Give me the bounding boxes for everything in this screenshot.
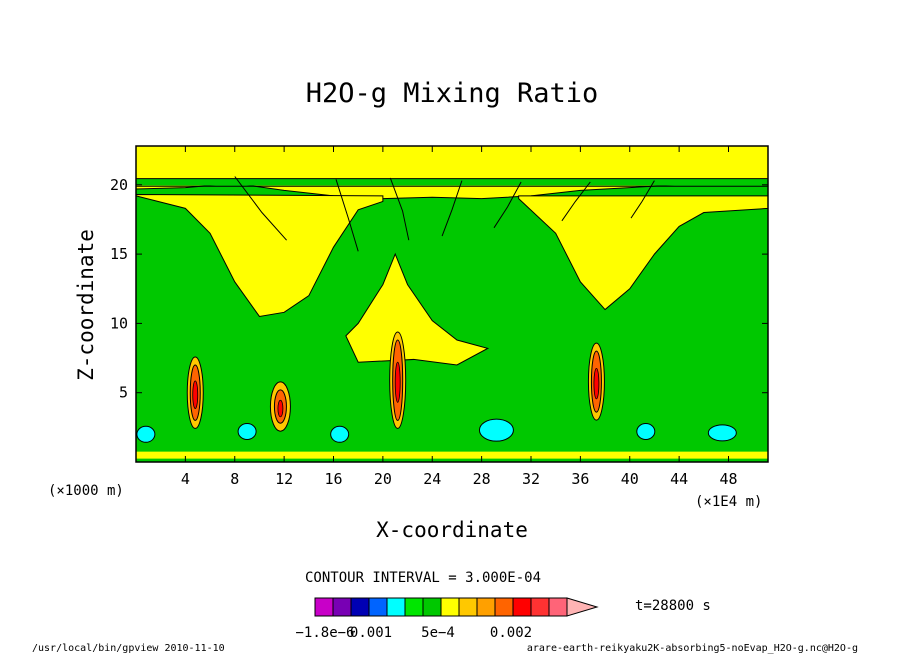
x-tick-label-16: 16 [324,470,342,488]
series-cyan-patch-1 [136,425,156,443]
colorbar-swatch-4 [368,597,388,617]
series-streak-7 [630,180,655,219]
y-ticks: 5 10 15 20 [110,176,768,402]
colorbar-labels: −1.8e−60.001 5e−4 0.002 [295,625,532,641]
series-cyan-patch-3 [330,425,350,443]
x-unit-left: (×1000 m) [48,483,124,499]
series-cyan-patch-5 [636,423,656,441]
series-streak-1 [234,176,287,241]
series-streak-5 [493,181,522,229]
series-updraft-1-inner [192,380,199,409]
series-streak-6 [561,181,591,222]
series-cyan-patch-4 [478,418,514,442]
colorbar-swatch-14 [548,597,568,617]
colorbar-swatch-8 [440,597,460,617]
chart-title: H2O-g Mixing Ratio [306,78,599,109]
y-tick-label-20: 20 [110,176,128,194]
series-cyan-patch-2 [237,423,257,441]
series-anvil-left [135,194,384,318]
series-updraft-4-inner [593,367,600,400]
series-streak-3 [389,177,410,241]
series-cyan-patch-6 [707,424,737,442]
colorbar-swatch-2 [332,597,352,617]
colorbar-swatch-5 [386,597,406,617]
time-label: t=28800 s [635,598,711,614]
x-tick-label-44: 44 [670,470,688,488]
x-ticks: 4 8 12 16 20 24 28 32 36 40 44 48 [181,146,738,488]
colorbar-swatch-3 [350,597,370,617]
footer-left: /usr/local/bin/gpview 2010-11-10 [32,643,225,654]
series-updraft-3-inner [394,361,401,403]
x-tick-label-24: 24 [423,470,441,488]
colorbar-swatch-10 [476,597,496,617]
colorbar-swatch-1 [314,597,334,617]
colorbar-label-3: 5e−4 [421,625,455,641]
x-tick-label-8: 8 [230,470,239,488]
x-tick-label-48: 48 [719,470,737,488]
colorbar [314,597,599,617]
plot-area [135,145,769,463]
x-tick-label-20: 20 [374,470,392,488]
colorbar-swatch-13 [530,597,550,617]
series-streak-4 [441,180,463,237]
colorbar-label-2: 0.001 [350,625,392,641]
colorbar-swatch-11 [494,597,514,617]
x-tick-label-36: 36 [571,470,589,488]
y-tick-label-10: 10 [110,314,128,332]
colorbar-label-4: 0.002 [490,625,532,641]
y-tick-label-5: 5 [119,384,128,402]
y-tick-label-15: 15 [110,245,128,263]
colorbar-swatch-7 [422,597,442,617]
series-updraft-2-inner [277,399,284,418]
x-tick-label-28: 28 [473,470,491,488]
footer-right: arare-earth-reikyaku2K-absorbing5-noEvap… [527,643,858,654]
contour-interval-label: CONTOUR INTERVAL = 3.000E-04 [305,570,541,586]
x-tick-label-40: 40 [621,470,639,488]
y-axis-title: Z-coordinate [74,229,98,381]
colorbar-swatch-12 [512,597,532,617]
x-tick-label-12: 12 [275,470,293,488]
colorbar-arrow [566,597,599,617]
x-unit-right: (×1E4 m) [695,494,762,510]
x-tick-label-4: 4 [181,470,190,488]
x-tick-label-32: 32 [522,470,540,488]
colorbar-label-1: −1.8e−6 [295,625,354,641]
series-streak-2 [335,179,359,252]
colorbar-swatch-6 [404,597,424,617]
plot-frame [135,145,769,463]
x-axis-title: X-coordinate [376,518,528,542]
colorbar-swatch-9 [458,597,478,617]
